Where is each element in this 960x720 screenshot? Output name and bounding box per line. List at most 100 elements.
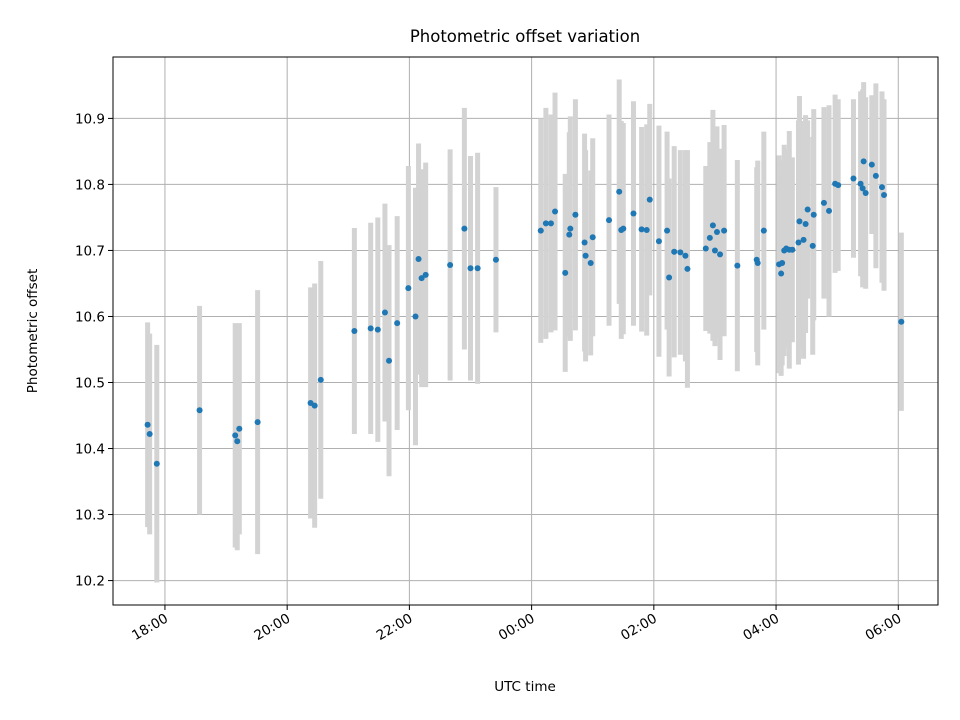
- data-point: [562, 270, 568, 276]
- data-point: [779, 260, 785, 266]
- data-point: [351, 328, 357, 334]
- data-point: [710, 222, 716, 228]
- data-point: [468, 265, 474, 271]
- data-point: [255, 419, 261, 425]
- data-point: [755, 260, 761, 266]
- data-point: [881, 192, 887, 198]
- data-point: [861, 158, 867, 164]
- data-point: [548, 220, 554, 226]
- data-point: [879, 184, 885, 190]
- data-point: [475, 265, 481, 271]
- data-point: [493, 257, 499, 263]
- data-point: [734, 263, 740, 269]
- data-point: [583, 253, 589, 259]
- data-point: [850, 175, 856, 181]
- data-point: [620, 226, 626, 232]
- data-point: [761, 228, 767, 234]
- chart-title: Photometric offset variation: [410, 27, 640, 46]
- x-axis-label: UTC time: [494, 679, 556, 695]
- data-point: [644, 227, 650, 233]
- data-point: [803, 221, 809, 227]
- data-point: [236, 426, 242, 432]
- data-point: [405, 285, 411, 291]
- data-point: [796, 218, 802, 224]
- data-point: [801, 237, 807, 243]
- data-point: [375, 327, 381, 333]
- data-point: [721, 228, 727, 234]
- data-point: [677, 249, 683, 255]
- data-point: [717, 251, 723, 257]
- x-tick-label: 04:00: [740, 611, 782, 644]
- data-point: [588, 260, 594, 266]
- y-tick-label: 10.4: [75, 442, 105, 458]
- data-point: [630, 210, 636, 216]
- data-point: [416, 256, 422, 262]
- data-point: [671, 249, 677, 255]
- data-point: [552, 208, 558, 214]
- data-point: [154, 461, 160, 467]
- y-tick-label: 10.8: [75, 177, 105, 193]
- data-point: [234, 438, 240, 444]
- data-point: [703, 245, 709, 251]
- data-point: [447, 262, 453, 268]
- data-point: [606, 217, 612, 223]
- chart: Photometric offset variation 18:00 20:00 2…: [0, 0, 960, 720]
- data-point: [368, 325, 374, 331]
- y-tick-label: 10.3: [75, 508, 105, 524]
- data-point: [664, 228, 670, 234]
- data-point: [413, 313, 419, 319]
- data-point: [712, 247, 718, 253]
- data-point: [810, 243, 816, 249]
- x-tick-label: 22:00: [374, 611, 416, 644]
- data-point: [811, 212, 817, 218]
- data-point: [566, 232, 572, 238]
- data-point: [145, 422, 151, 428]
- data-point: [826, 208, 832, 214]
- y-tick-label: 10.7: [75, 243, 105, 259]
- data-point: [795, 240, 801, 246]
- data-point: [197, 407, 203, 413]
- data-point: [821, 200, 827, 206]
- data-point: [639, 226, 645, 232]
- data-point: [423, 272, 429, 278]
- data-point: [647, 197, 653, 203]
- data-point: [318, 377, 324, 383]
- error-bars: [148, 79, 902, 582]
- data-point: [572, 212, 578, 218]
- data-point: [666, 275, 672, 281]
- data-point: [386, 358, 392, 364]
- data-point: [590, 234, 596, 240]
- x-tick-label: 00:00: [496, 611, 538, 644]
- data-point: [232, 432, 238, 438]
- data-point: [898, 319, 904, 325]
- data-point: [684, 266, 690, 272]
- x-tick-label: 06:00: [863, 611, 905, 644]
- data-point: [616, 189, 622, 195]
- data-point: [805, 207, 811, 213]
- data-point: [789, 247, 795, 253]
- x-tick-label: 02:00: [618, 611, 660, 644]
- y-axis-label: Photometric offset: [25, 269, 41, 393]
- data-point: [538, 228, 544, 234]
- y-tick-label: 10.5: [75, 375, 105, 391]
- x-tick-label: 20:00: [251, 611, 293, 644]
- y-axis-ticks: 10.2 10.3 10.4 10.5 10.6 10.7 10.8 10.9: [75, 111, 113, 589]
- data-point: [582, 240, 588, 246]
- y-tick-label: 10.6: [75, 309, 105, 325]
- x-axis-ticks: 18:00 20:00 22:00 00:00 02:00 04:00 06:00: [129, 605, 904, 644]
- data-point: [461, 226, 467, 232]
- data-point: [656, 238, 662, 244]
- data-point: [863, 190, 869, 196]
- data-point: [869, 162, 875, 168]
- data-point: [312, 403, 318, 409]
- y-tick-label: 10.2: [75, 574, 105, 590]
- data-point: [394, 320, 400, 326]
- data-point: [382, 310, 388, 316]
- data-point: [873, 173, 879, 179]
- data-point: [707, 235, 713, 241]
- x-tick-label: 18:00: [129, 611, 171, 644]
- data-point: [714, 229, 720, 235]
- data-point: [567, 226, 573, 232]
- data-point: [835, 182, 841, 188]
- data-point: [778, 271, 784, 277]
